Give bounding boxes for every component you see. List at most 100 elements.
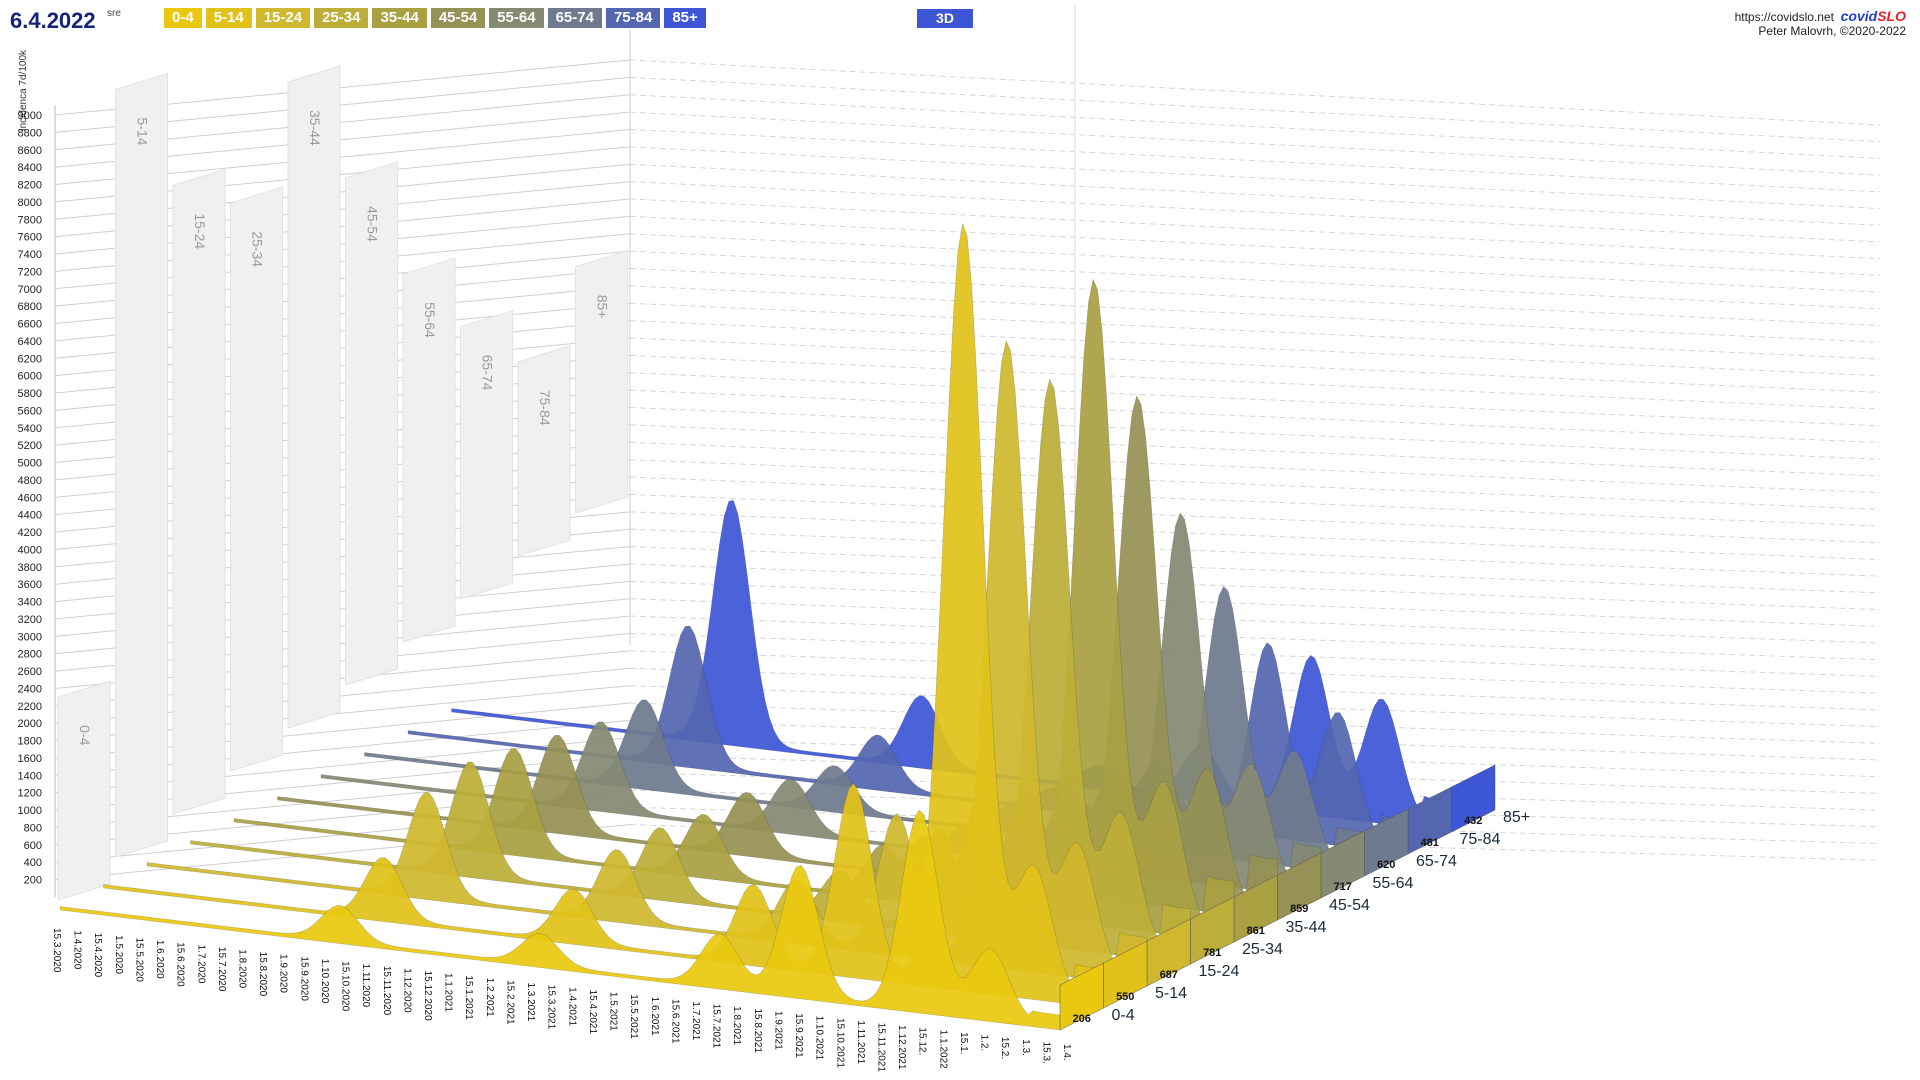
gridline-back bbox=[629, 511, 1881, 560]
max-column-label: 45-54 bbox=[365, 206, 381, 242]
legend-chip-15-24[interactable]: 15-24 bbox=[255, 8, 311, 28]
legend-chip-55-64[interactable]: 55-64 bbox=[489, 8, 544, 28]
legend-chip-75-84[interactable]: 75-84 bbox=[605, 8, 661, 28]
gridline-back bbox=[629, 459, 1881, 510]
y-tick-label: 5000 bbox=[18, 458, 42, 470]
y-tick-label: 7200 bbox=[18, 266, 42, 278]
gridline-back bbox=[629, 146, 1881, 210]
series-ridges: 432 85+ 481 75-84 620 65-74 717 55-64 859 45-54 86… bbox=[59, 222, 1530, 1031]
mode-3d-button[interactable]: 3D bbox=[917, 9, 973, 28]
y-tick-label: 3400 bbox=[18, 597, 42, 609]
legend-chip-65-74[interactable]: 65-74 bbox=[547, 8, 602, 28]
series-0-4 bbox=[59, 809, 1061, 1031]
legend-chip-0-4[interactable]: 0-4 bbox=[164, 8, 202, 28]
gridline-back bbox=[629, 320, 1881, 377]
y-tick-label: 3600 bbox=[18, 579, 42, 591]
x-tick-label: 15.1.2021 bbox=[463, 975, 474, 1020]
legend-chip-35-44[interactable]: 35-44 bbox=[372, 8, 427, 28]
site-credit: https://covidslo.net covidSLO Peter Malo… bbox=[1735, 8, 1906, 38]
legend-chip-25-34[interactable]: 25-34 bbox=[314, 8, 369, 28]
x-tick-label: 1.7.2021 bbox=[690, 1001, 701, 1040]
gridline-back bbox=[629, 215, 1881, 276]
gridline-back bbox=[629, 94, 1881, 159]
gridline-back bbox=[629, 181, 1881, 243]
x-tick-label: 15.3.2020 bbox=[51, 928, 62, 973]
y-tick-label: 5200 bbox=[18, 440, 42, 452]
gridline-back bbox=[629, 528, 1881, 577]
current-value-label: 861 bbox=[1247, 925, 1265, 937]
row-label: 55-64 bbox=[1373, 875, 1414, 892]
y-tick-label: 2600 bbox=[18, 666, 42, 678]
x-tick-label: 1.12.2020 bbox=[401, 968, 412, 1013]
x-tick-label: 1.3. bbox=[1020, 1039, 1031, 1056]
gridline-back bbox=[629, 389, 1881, 444]
row-label: 75-84 bbox=[1460, 831, 1501, 848]
gridline-back bbox=[629, 129, 1881, 193]
max-column bbox=[460, 309, 513, 600]
x-tick-label: 15.1. bbox=[958, 1032, 969, 1054]
current-value-label: 620 bbox=[1377, 859, 1395, 871]
max-column bbox=[287, 65, 341, 729]
y-tick-label: 3200 bbox=[18, 614, 42, 626]
x-tick-label: 1.4.2020 bbox=[72, 930, 83, 969]
gridline-back bbox=[629, 59, 1881, 126]
x-tick-label: 15.2.2021 bbox=[504, 980, 515, 1025]
y-tick-label: 1600 bbox=[18, 753, 42, 765]
legend-chip-5-14[interactable]: 5-14 bbox=[205, 8, 252, 28]
x-tick-label: 1.12.2021 bbox=[896, 1025, 907, 1070]
max-column bbox=[575, 250, 628, 514]
gridline-back bbox=[629, 493, 1881, 544]
x-tick-label: 15.12.2020 bbox=[422, 971, 433, 1021]
max-incidence-columns: 0-4 5-14 15-24 25-34 35-44 45-54 55-64 65-74 75-… bbox=[57, 65, 628, 901]
y-tick-label: 2800 bbox=[18, 649, 42, 661]
x-tick-label: 1.4. bbox=[1061, 1044, 1072, 1061]
brand-slo: SLO bbox=[1877, 8, 1906, 24]
row-label: 15-24 bbox=[1199, 963, 1240, 980]
gridline-back bbox=[629, 354, 1881, 410]
x-tick-label: 15.2. bbox=[999, 1037, 1010, 1059]
x-tick-label: 1.2. bbox=[979, 1035, 990, 1052]
y-tick-label: 7000 bbox=[18, 284, 42, 296]
x-tick-label: 1.4.2021 bbox=[566, 987, 577, 1026]
current-value-label: 206 bbox=[1073, 1013, 1091, 1025]
gridline-back bbox=[629, 337, 1881, 393]
gridline-back bbox=[629, 302, 1881, 360]
x-tick-label: 15.4.2020 bbox=[92, 933, 103, 978]
gridline-back bbox=[629, 285, 1881, 343]
max-column bbox=[57, 680, 111, 901]
x-tick-label: 1.1.2021 bbox=[443, 973, 454, 1012]
site-url[interactable]: https://covidslo.net bbox=[1734, 10, 1834, 24]
chart-header: 6.4.2022 sre 0-4 5-14 15-24 25-34 35-44 45-54… bbox=[0, 6, 1920, 38]
series-5-14 bbox=[103, 222, 1104, 1009]
x-tick-label: 15.6.2020 bbox=[175, 942, 186, 987]
y-tick-label: 3800 bbox=[18, 562, 42, 574]
gridline-back bbox=[629, 372, 1881, 427]
x-tick-label: 15.3. bbox=[1040, 1042, 1051, 1064]
x-tick-label: 15.9.2020 bbox=[298, 956, 309, 1001]
x-tick-label: 15.7.2020 bbox=[216, 947, 227, 992]
y-tick-label: 4000 bbox=[18, 544, 42, 556]
row-label: 5-14 bbox=[1155, 985, 1187, 1002]
y-tick-label: 3000 bbox=[18, 631, 42, 643]
legend-chip-45-54[interactable]: 45-54 bbox=[430, 8, 486, 28]
x-tick-label: 1.9.2020 bbox=[278, 954, 289, 993]
gridline-back bbox=[629, 198, 1881, 260]
y-tick-label: 6200 bbox=[18, 353, 42, 365]
x-tick-label: 1.5.2020 bbox=[113, 935, 124, 974]
y-tick-label: 9000 bbox=[18, 110, 42, 122]
y-tick-label: 8200 bbox=[18, 180, 42, 192]
y-tick-label: 1200 bbox=[18, 788, 42, 800]
y-tick-label: 8400 bbox=[18, 162, 42, 174]
x-tick-label: 15.12. bbox=[917, 1027, 928, 1055]
max-column-label: 85+ bbox=[595, 295, 611, 319]
row-label: 45-54 bbox=[1329, 897, 1370, 914]
x-tick-label: 1.8.2021 bbox=[731, 1006, 742, 1045]
gridline-back bbox=[629, 632, 1881, 677]
y-tick-label: 2400 bbox=[18, 683, 42, 695]
gridline-back bbox=[629, 563, 1881, 611]
row-label: 25-34 bbox=[1242, 941, 1283, 958]
max-column-label: 55-64 bbox=[422, 302, 438, 338]
x-tick-label: 15.10.2021 bbox=[834, 1018, 845, 1068]
legend-chip-85plus[interactable]: 85+ bbox=[664, 8, 706, 28]
max-column-label: 25-34 bbox=[250, 231, 266, 267]
